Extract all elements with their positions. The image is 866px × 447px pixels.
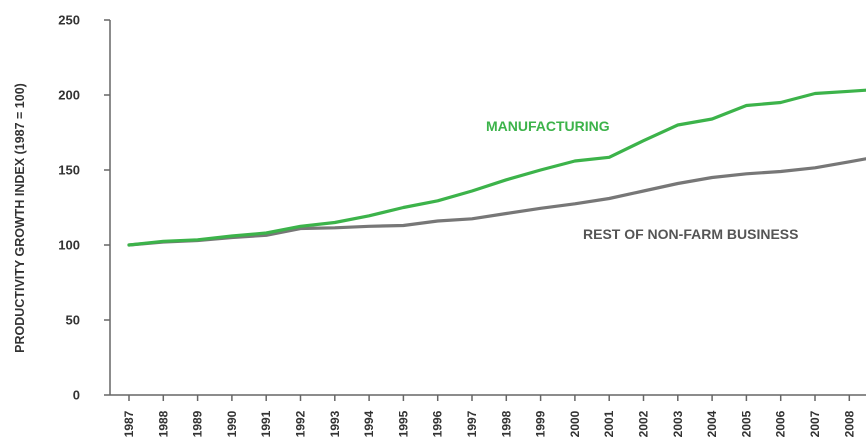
x-tick-label: 1992 — [294, 410, 308, 437]
x-tick-label: 1995 — [396, 410, 410, 437]
x-tick-label: 1990 — [225, 410, 239, 437]
x-tick-label: 1989 — [191, 410, 205, 437]
y-tick-label: 50 — [66, 313, 80, 328]
x-tick-label: 2000 — [568, 410, 582, 437]
x-tick-label: 2001 — [602, 410, 616, 437]
y-tick-label: 0 — [73, 388, 80, 403]
x-tick-label: 2007 — [808, 410, 822, 437]
x-tick-label: 2003 — [671, 410, 685, 437]
y-tick-label: 250 — [58, 13, 80, 28]
x-tick-label: 2002 — [637, 410, 651, 437]
x-tick-label: 1997 — [465, 410, 479, 437]
y-axis-label: PRODUCTIVITY GROWTH INDEX (1987 = 100) — [13, 83, 27, 353]
x-axis: 1987 1988 1989 1990 1991 1992 1993 1994 1995 1996… — [122, 395, 856, 437]
x-tick-label: 1991 — [259, 410, 273, 437]
x-tick-label: 1999 — [534, 410, 548, 437]
x-tick-label: 2005 — [739, 410, 753, 437]
x-tick-label: 1998 — [499, 410, 513, 437]
x-tick-label: 1988 — [156, 410, 170, 437]
y-tick-label: 200 — [58, 88, 80, 103]
x-tick-label: 2008 — [842, 410, 856, 437]
x-tick-label: 2004 — [705, 410, 719, 437]
y-axis: 0 50 100 150 200 250 — [58, 13, 110, 403]
series-label-manufacturing: MANUFACTURING — [486, 118, 610, 134]
plot-area — [127, 88, 866, 247]
series-line-manufacturing — [127, 88, 866, 247]
series-line-rest-of-non-farm-business — [127, 157, 866, 247]
x-tick-label: 1987 — [122, 410, 136, 437]
x-tick-label: 2006 — [774, 410, 788, 437]
x-tick-label: 1996 — [431, 410, 445, 437]
series-label-rest-of-non-farm-business: REST OF NON-FARM BUSINESS — [583, 226, 798, 242]
y-tick-label: 150 — [58, 163, 80, 178]
x-tick-label: 1994 — [362, 410, 376, 437]
y-tick-label: 100 — [58, 238, 80, 253]
x-tick-label: 1993 — [328, 410, 342, 437]
